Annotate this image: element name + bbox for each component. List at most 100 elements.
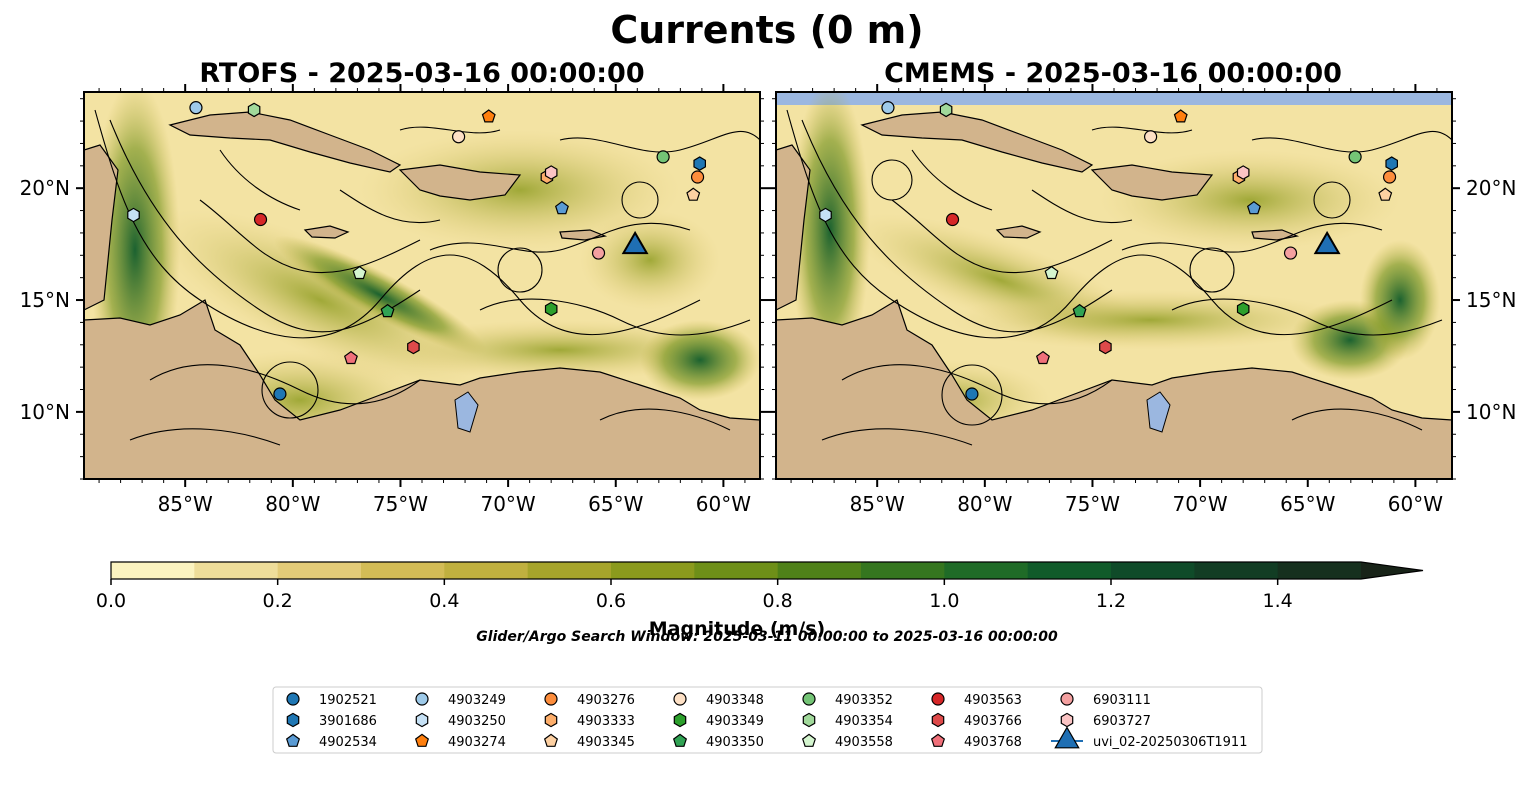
float-marker-4903352 [656, 150, 670, 164]
legend-entry: 4903274 [414, 733, 506, 750]
float-marker-3901686 [1385, 156, 1399, 171]
legend-entry: 4903249 [415, 692, 506, 708]
legend-label: 4903354 [835, 714, 893, 729]
legend-label: 4903768 [964, 735, 1022, 750]
cmems-no-data-band [776, 92, 1452, 105]
y-tick-label: 15°N [20, 288, 70, 312]
legend-marker [672, 733, 688, 747]
y-tick-label: 20°N [20, 176, 70, 200]
float-marker-4903768 [343, 350, 358, 365]
float-marker-4903354 [247, 102, 261, 118]
float-marker-1902521 [965, 387, 979, 401]
colorbar-outline [110, 561, 1424, 580]
legend-marker [931, 712, 945, 728]
float-marker-4903348 [1143, 130, 1158, 144]
float-marker-4902534 [554, 200, 569, 215]
legend-label: uvi_02-20250306T1911 [1093, 735, 1247, 750]
cmems-float-markers [819, 101, 1399, 401]
legend-label: 4903558 [835, 735, 893, 750]
colorbar-segment [777, 562, 862, 579]
legend-entry: 4903350 [672, 733, 764, 750]
colorbar-segment [527, 562, 612, 579]
y-tick-label: 10°N [1466, 400, 1516, 424]
float-marker-4903250 [819, 207, 832, 223]
colorbar-segment [1111, 562, 1195, 579]
legend-label: 6903111 [1093, 693, 1151, 708]
legend-label: 6903727 [1093, 714, 1151, 729]
y-tick-label: 10°N [20, 400, 70, 424]
float-marker-4903348 [451, 130, 466, 144]
colorbar-segment [194, 562, 279, 579]
float-marker-4903354 [939, 102, 953, 118]
cmems-axis-ticks: 85°W 80°W 75°W 70°W 65°W 60°W 10°N 15°N 20°N [768, 84, 1516, 516]
cmems-land [776, 111, 1452, 479]
legend-label: 4903276 [577, 693, 635, 708]
search-window-note: Glider/Argo Search Window: 2025-03-11 00… [476, 629, 1058, 645]
legend-marker [802, 692, 816, 706]
rtofs-land [84, 111, 760, 479]
float-marker-6903111 [1283, 246, 1298, 260]
y-tick-label: 20°N [1466, 176, 1516, 200]
float-marker-4903249 [189, 101, 203, 115]
float-marker-4903250 [127, 207, 140, 223]
colorbar-segment [444, 562, 529, 579]
colorbar: 0.0 0.2 0.4 0.6 0.8 1.0 1.2 1.4 [96, 561, 1424, 612]
legend-marker [544, 712, 558, 728]
float-marker-4903349 [1236, 301, 1250, 317]
legend-label: 4903249 [448, 693, 506, 708]
colorbar-segment [611, 562, 695, 579]
legend-entry: 4903345 [543, 733, 635, 750]
legend-entry: uvi_02-20250306T1911 [1051, 726, 1247, 750]
colorbar-tick-label: 0.0 [96, 590, 126, 612]
legend-marker [414, 733, 430, 747]
float-marker-6903111 [591, 246, 606, 260]
legend-entry: 4903250 [415, 712, 506, 729]
legend-marker [543, 733, 559, 747]
x-tick-label: 75°W [1065, 492, 1120, 516]
legend-marker [673, 712, 687, 728]
colorbar-segment [861, 562, 945, 579]
float-marker-4903276 [690, 170, 705, 184]
legend-entry: 4903352 [802, 692, 893, 708]
x-tick-label: 60°W [1388, 492, 1443, 516]
legend-label: 4903250 [448, 714, 506, 729]
float-marker-uvi_02-20250306T1911 [1313, 230, 1341, 255]
float-marker-4903276 [1382, 170, 1397, 184]
legend-marker [930, 733, 946, 747]
float-marker-4903563 [945, 212, 960, 227]
colorbar-tick-label: 1.2 [1096, 590, 1126, 612]
legend-marker [415, 712, 429, 728]
legend-entry: 4903348 [673, 692, 764, 708]
float-marker-4903558 [1044, 265, 1059, 280]
colorbar-tick-label: 0.4 [429, 590, 459, 612]
legend-marker [931, 692, 945, 706]
legend-entry: 4903354 [802, 712, 893, 729]
legend-label: 4903563 [964, 693, 1022, 708]
colorbar-tick-label: 0.2 [263, 590, 293, 612]
legend-entry: 3901686 [286, 712, 377, 729]
rtofs-float-markers [127, 101, 707, 401]
float-marker-4902534 [1246, 200, 1261, 215]
float-marker-uvi_02-20250306T1911 [621, 230, 649, 255]
cmems-map-area [776, 92, 1452, 479]
legend-entry: 4903333 [544, 712, 635, 729]
legend-label: 4903350 [706, 735, 764, 750]
colorbar-segment [361, 562, 445, 579]
rtofs-panel-title: RTOFS - 2025-03-16 00:00:00 [199, 58, 644, 89]
legend-label: 4903333 [577, 714, 635, 729]
float-marker-4903768 [1035, 350, 1050, 365]
float-marker-3901686 [693, 156, 707, 171]
legend: 1902521 3901686 4902534 4903249 4903250 49032… [272, 686, 1263, 754]
legend-marker [285, 733, 301, 747]
colorbar-segment [111, 562, 195, 579]
float-marker-4903345 [686, 187, 701, 201]
legend-entry: 4903276 [544, 692, 635, 708]
float-marker-1902521 [273, 387, 287, 401]
float-marker-4903563 [253, 212, 268, 227]
x-tick-label: 75°W [373, 492, 428, 516]
legend-label: 4903345 [577, 735, 635, 750]
float-marker-6903727 [544, 165, 558, 180]
legend-marker [544, 692, 558, 706]
x-tick-label: 85°W [850, 492, 905, 516]
legend-marker [673, 692, 687, 706]
